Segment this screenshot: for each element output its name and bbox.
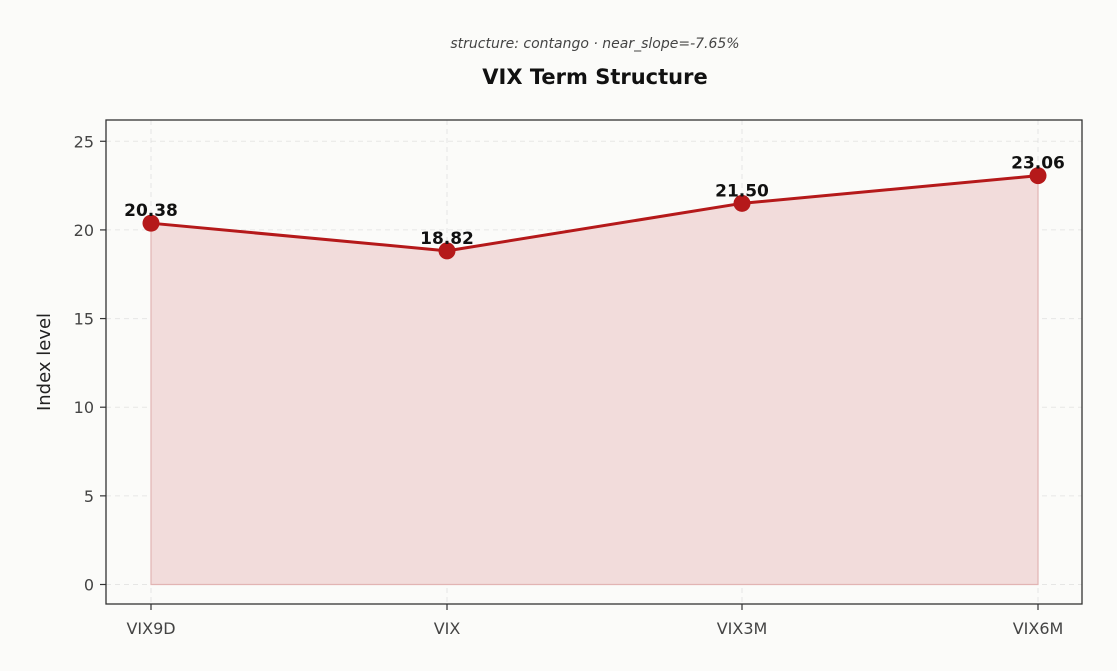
data-point <box>1029 167 1047 185</box>
x-axis-ticks: VIX9D VIX VIX3M VIX6M <box>126 604 1063 638</box>
series-line <box>150 174 1039 253</box>
data-label: 18.82 <box>420 229 474 249</box>
data-label: 20.38 <box>124 201 178 221</box>
y-tick-label: 20 <box>74 221 94 240</box>
data-label: 23.06 <box>1011 154 1065 174</box>
y-axis-ticks: 0 5 10 15 20 25 <box>74 132 106 594</box>
x-tick-label: VIX9D <box>126 619 175 638</box>
y-tick-label: 15 <box>74 310 94 329</box>
plot-frame <box>105 119 1083 605</box>
series-line-layer <box>150 174 1039 253</box>
y-tick-label: 5 <box>84 487 94 506</box>
chart-title: VIX Term Structure <box>482 65 707 89</box>
data-label: 21.50 <box>715 181 769 201</box>
y-tick-label: 0 <box>84 575 94 594</box>
y-tick-label: 25 <box>74 132 94 151</box>
x-tick-label: VIX6M <box>1013 619 1064 638</box>
data-point <box>733 194 751 212</box>
chart-subtitle: structure: contango · near_slope=-7.65% <box>450 36 739 52</box>
data-point <box>142 214 160 232</box>
data-labels: 20.38 18.82 21.50 23.06 <box>124 154 1065 249</box>
x-tick-label: VIX <box>434 619 461 638</box>
data-markers <box>142 167 1047 260</box>
y-axis-label: Index level <box>34 313 55 411</box>
x-tick-label: VIX3M <box>717 619 768 638</box>
y-tick-label: 10 <box>74 398 94 417</box>
data-point <box>438 242 456 260</box>
